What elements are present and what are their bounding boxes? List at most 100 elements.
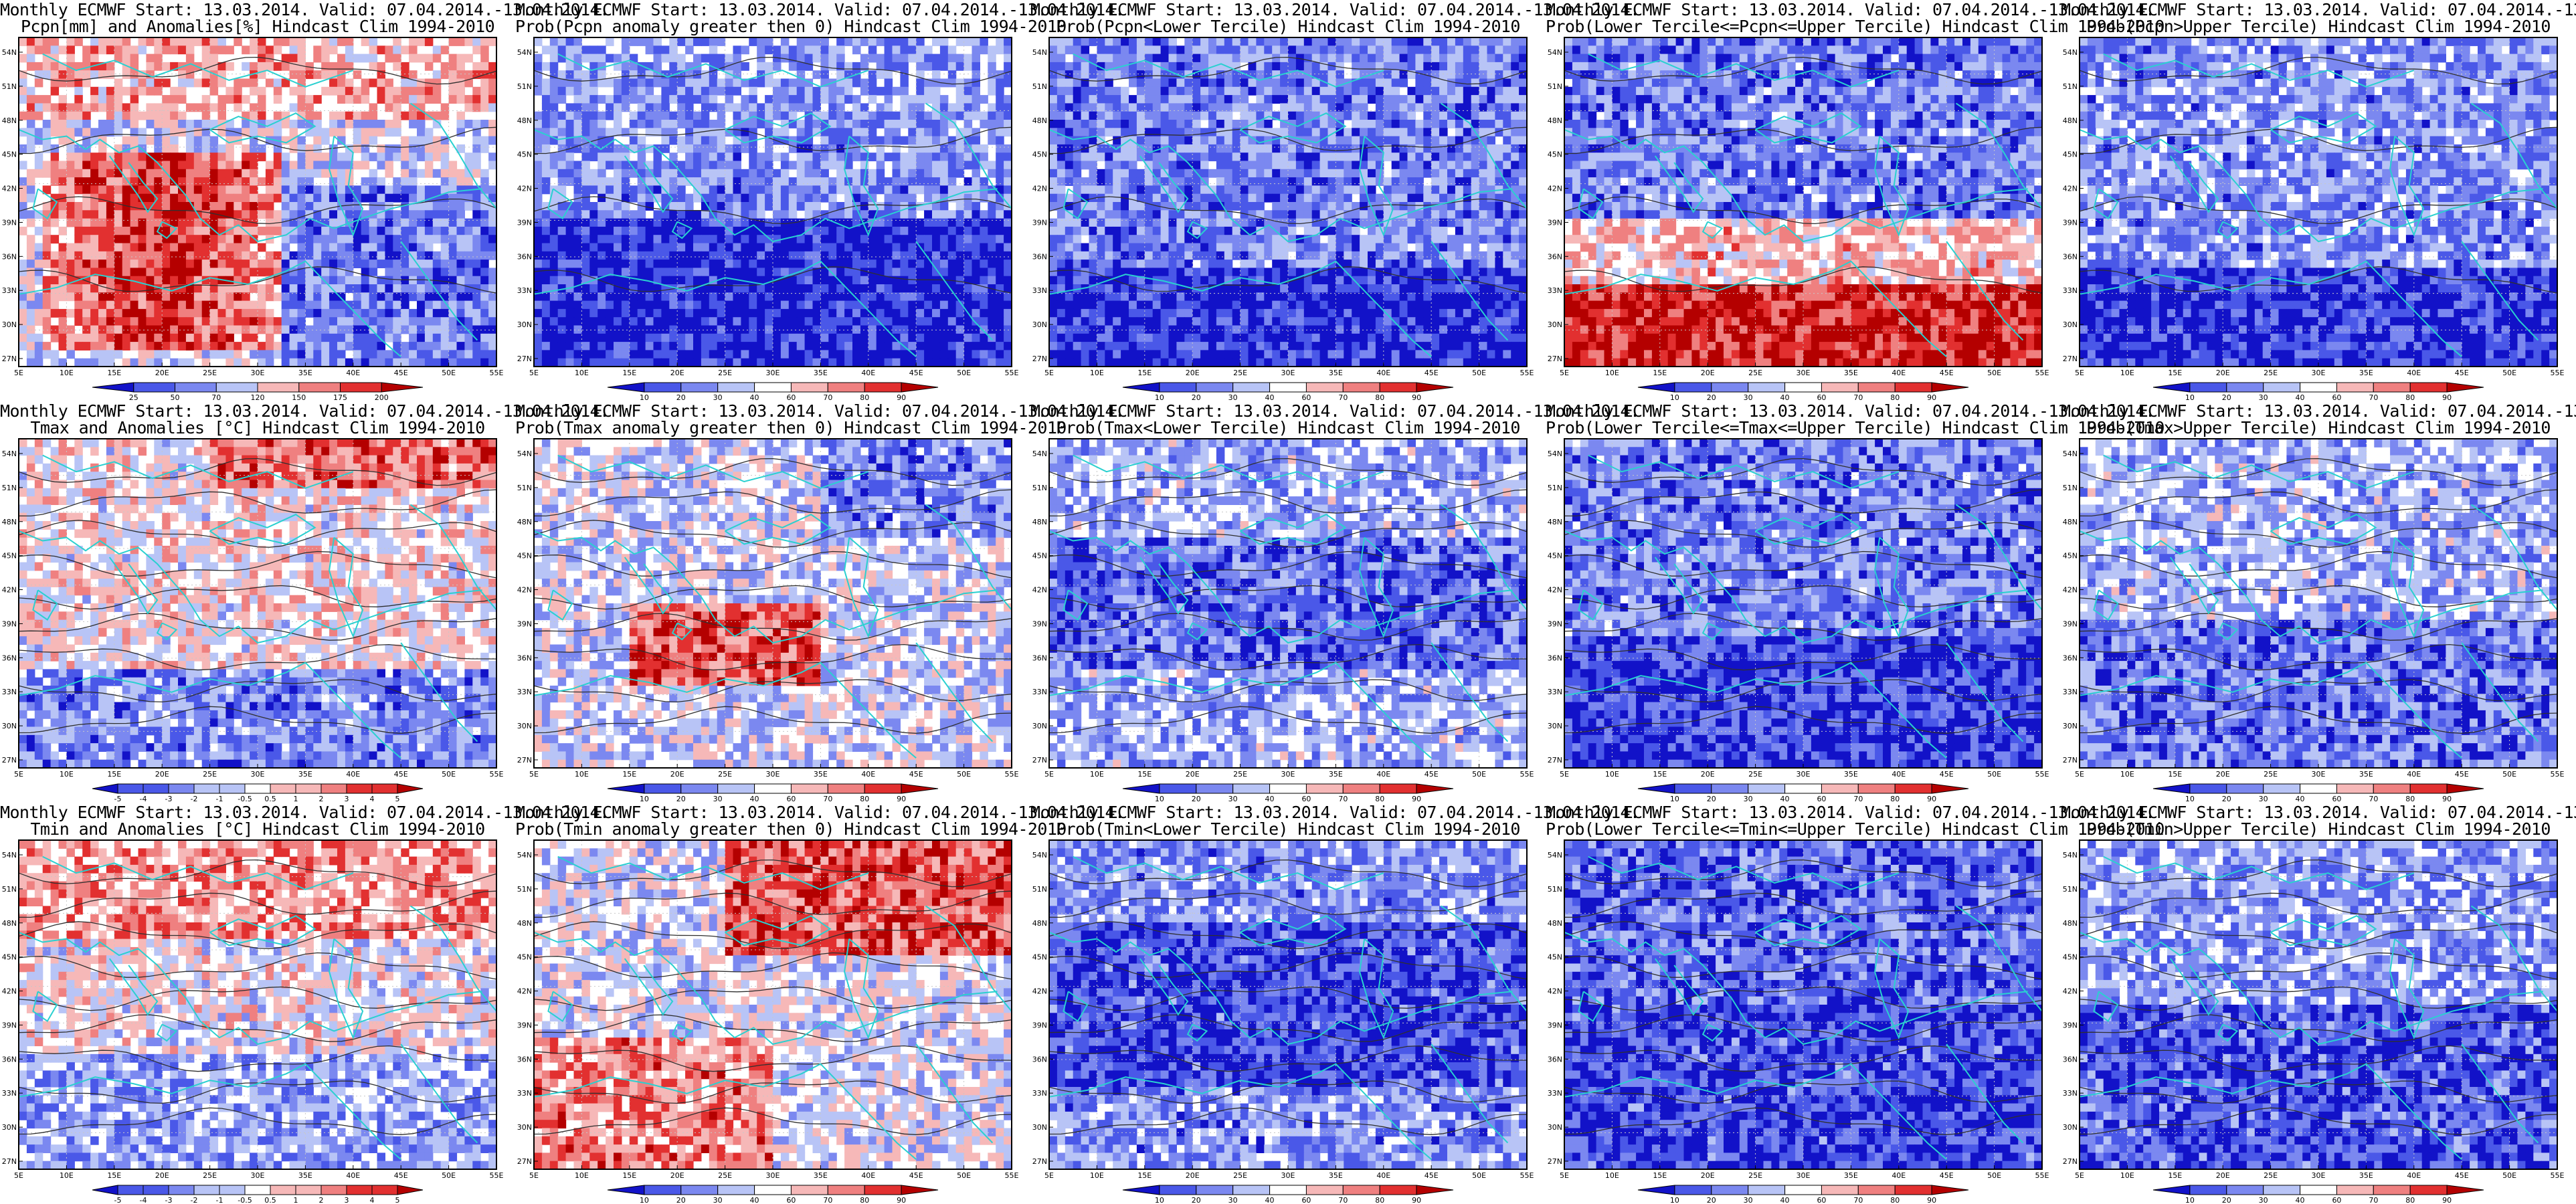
contour-lines — [533, 458, 1012, 734]
colorbar-segment — [2373, 783, 2411, 794]
map-canvas: 54N 51N 48N 45N 42N 39N 36N 33N 30N 27N 5E 10E 15E 20… — [517, 438, 1019, 803]
colorbar-label: 60 — [1301, 393, 1311, 401]
panel-title-line1: Monthly ECMWF Start: 13.03.2014. Valid: … — [2061, 1, 2576, 18]
lat-label: 54N — [1548, 851, 1562, 860]
colorbar-label: 70 — [1338, 1196, 1348, 1204]
panel-title-line1: Monthly ECMWF Start: 13.03.2014. Valid: … — [1030, 1, 1640, 18]
colorbar-label: 10 — [1670, 795, 1679, 803]
colorbar-label: 80 — [2405, 393, 2415, 401]
lon-label: 50E — [957, 770, 971, 779]
colorbar-label: 20 — [1192, 795, 1201, 803]
colorbar-segment — [2300, 382, 2338, 393]
colorbar-segment — [168, 1185, 195, 1195]
shaded-field — [2080, 37, 2558, 367]
lat-label: 54N — [2, 851, 17, 860]
coastlines — [2079, 454, 2558, 759]
colorbar-segment — [1674, 382, 1712, 393]
lat-label: 42N — [1548, 185, 1562, 193]
colorbar-label: 30 — [1228, 1196, 1238, 1204]
colorbar-label: 80 — [1375, 795, 1384, 803]
colorbar-segment — [1784, 1185, 1823, 1195]
map-panel-precipitation-5: 54N 51N 48N 45N 42N 39N 36N 33N 30N 27N 5E 10E 15E 20… — [2061, 0, 2576, 401]
lat-label: 39N — [2063, 218, 2078, 227]
colorbar-segment — [270, 783, 296, 794]
colorbar-label: -3 — [165, 1196, 173, 1204]
colorbar-label: 90 — [897, 1196, 906, 1204]
coastlines — [533, 856, 1012, 1160]
lon-label: 40E — [2407, 369, 2421, 377]
lat-label: 42N — [517, 185, 532, 193]
lat-label: 51N — [2063, 82, 2078, 91]
colorbar-label: 30 — [1744, 1196, 1753, 1204]
lon-label: 40E — [1376, 369, 1390, 377]
lon-label: 15E — [107, 369, 121, 377]
panel-title-line2: Prob(Pcpn<Lower Tercile) Hindcast Clim 1… — [1030, 18, 1546, 35]
colorbar-segment — [1196, 382, 1234, 393]
lat-label: 45N — [2063, 552, 2078, 561]
lon-label: 55E — [2035, 770, 2049, 779]
lon-label: 25E — [203, 1171, 217, 1180]
lon-label: 50E — [957, 1171, 971, 1180]
colorbar-label: 10 — [640, 393, 649, 401]
lon-label: 25E — [718, 369, 732, 377]
lon-label: 5E — [14, 369, 23, 377]
colorbar-label: 80 — [860, 393, 869, 401]
colorbar-segment — [298, 382, 341, 393]
colorbar-label: 60 — [2332, 393, 2341, 401]
colorbar-segment — [1931, 1185, 1969, 1195]
colorbar-label: 10 — [2185, 393, 2195, 401]
colorbar-label: 3 — [345, 1196, 349, 1204]
lat-label: 54N — [1032, 851, 1047, 860]
colorbar-segment — [2409, 1185, 2448, 1195]
lat-label: 42N — [2, 586, 17, 595]
colorbar-segment — [2152, 1185, 2191, 1195]
colorbar-label: 70 — [1338, 795, 1348, 803]
lon-label: 10E — [2120, 369, 2134, 377]
colorbar-segment — [143, 783, 169, 794]
colorbar-segment — [2226, 382, 2264, 393]
lat-label: 42N — [1032, 987, 1047, 996]
colorbar-segment — [680, 382, 719, 393]
colorbar-segment — [397, 783, 424, 794]
colorbar-segment — [1711, 1185, 1749, 1195]
lat-label: 39N — [2063, 1021, 2078, 1029]
lon-label: 45E — [394, 770, 408, 779]
lon-label: 30E — [2312, 1171, 2326, 1180]
lon-label: 20E — [2216, 1171, 2230, 1180]
colorbar-segment — [717, 1185, 755, 1195]
lat-label: 36N — [517, 654, 532, 662]
lon-label: 50E — [442, 369, 456, 377]
lat-label: 30N — [517, 1123, 532, 1132]
lon-label: 20E — [1701, 770, 1715, 779]
colorbar-segment — [1196, 1185, 1234, 1195]
colorbar-label: 10 — [1670, 1196, 1679, 1204]
colorbar-segment — [2226, 783, 2264, 794]
colorbar-label: 70 — [823, 1196, 832, 1204]
lon-label: 30E — [1797, 369, 1811, 377]
lon-label: 45E — [909, 770, 923, 779]
lat-label: 39N — [517, 1021, 532, 1029]
lon-label: 15E — [1653, 1171, 1667, 1180]
colorbar: 10 20 30 40 60 70 80 90 — [1637, 382, 1969, 401]
colorbar-segment — [1122, 382, 1160, 393]
lat-label: 36N — [517, 1055, 532, 1064]
colorbar-label: 70 — [1853, 795, 1863, 803]
lon-label: 40E — [861, 369, 875, 377]
lon-label: 55E — [490, 1171, 504, 1180]
lat-label: 48N — [1548, 116, 1562, 125]
colorbar-segment — [2446, 783, 2484, 794]
colorbar-label: 60 — [786, 795, 796, 803]
colorbar-label: 5 — [395, 1196, 400, 1204]
lon-label: 35E — [2359, 770, 2373, 779]
colorbar-label: 4 — [370, 1196, 375, 1204]
colorbar-label: 50 — [171, 393, 180, 401]
colorbar-label: 1 — [294, 1196, 298, 1204]
lon-label: 15E — [622, 369, 636, 377]
colorbar-segment — [1159, 783, 1197, 794]
panel-title: Monthly ECMWF Start: 13.03.2014. Valid: … — [0, 403, 610, 436]
lat-label: 36N — [1548, 252, 1562, 261]
colorbar-label: 20 — [2222, 1196, 2231, 1204]
lat-label: 42N — [2063, 586, 2078, 595]
colorbar-label: 70 — [823, 393, 832, 401]
colorbar-segment — [644, 382, 682, 393]
